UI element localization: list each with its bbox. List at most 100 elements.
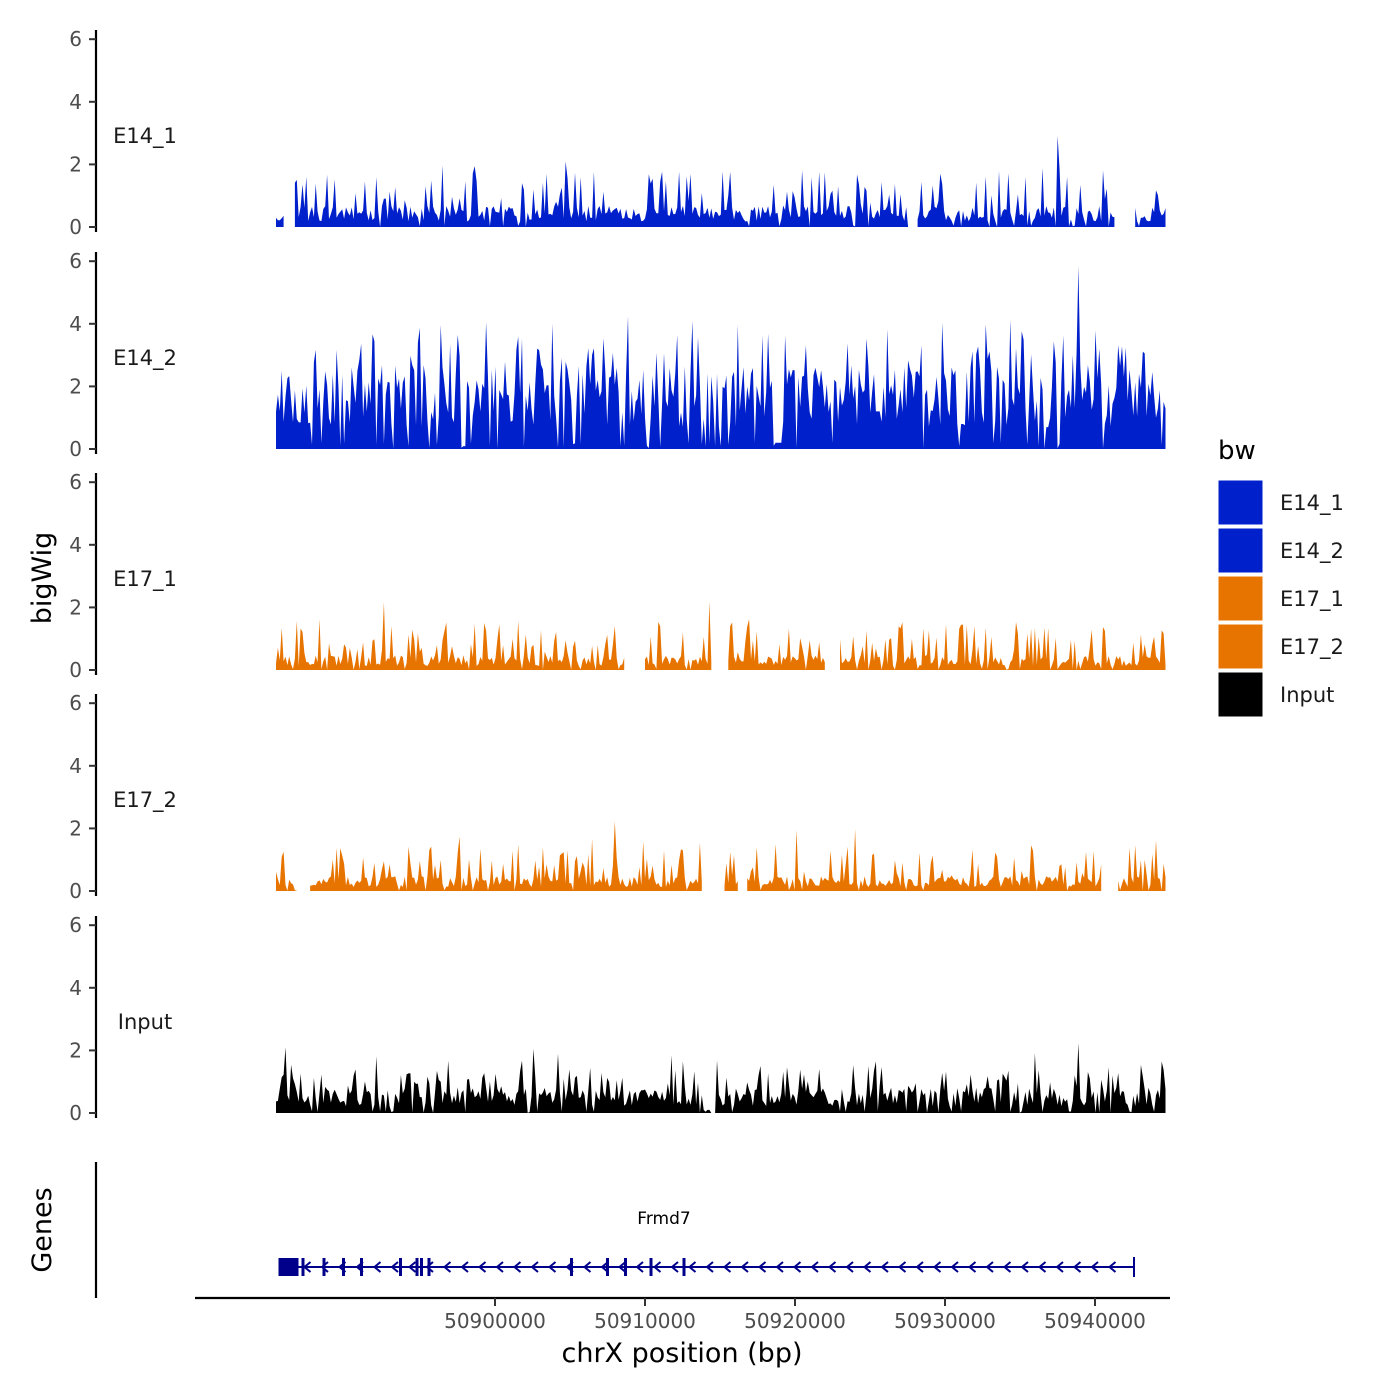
strand-arrow (1002, 1261, 1012, 1273)
signal-area-E17_2 (276, 821, 1166, 891)
strand-arrow (320, 1261, 329, 1273)
legend-swatch-E14_2 (1217, 527, 1264, 574)
y-tick-label: 4 (69, 312, 82, 336)
x-tick-label: 50900000 (444, 1309, 546, 1333)
y-tick-label: 6 (69, 249, 82, 273)
signal-area-Input (276, 1043, 1166, 1113)
y-tick-label: 0 (69, 437, 82, 461)
track-E17_1: 0 2 4 6 E17_1 (69, 470, 1166, 682)
y-tick-label: 4 (69, 976, 82, 1000)
track-label: E17_1 (113, 567, 177, 592)
gene-exon (606, 1258, 609, 1276)
strand-arrow (950, 1261, 959, 1273)
gene-exon (342, 1258, 345, 1276)
y-tick-label: 0 (69, 1101, 82, 1125)
strand-arrow (915, 1261, 924, 1273)
strand-arrow (810, 1261, 819, 1273)
strand-arrow (740, 1261, 749, 1273)
y-tick-label: 2 (69, 816, 82, 840)
track-label: E14_2 (113, 346, 177, 371)
y-tick-label: 2 (69, 595, 82, 619)
strand-arrow (1090, 1261, 1099, 1273)
gene-exon (570, 1258, 573, 1276)
strand-arrow (390, 1261, 399, 1273)
strand-arrow (355, 1261, 364, 1273)
x-axis: 50900000 50910000 50920000 50930000 50940000… (195, 1296, 1170, 1369)
track-E14_2: 0 2 4 6 E14_2 (69, 249, 1166, 461)
strand-arrow (530, 1261, 539, 1273)
strand-arrow (967, 1261, 977, 1273)
strand-arrow (495, 1261, 504, 1273)
strand-arrow (582, 1261, 592, 1273)
legend-label-E17_2: E17_2 (1280, 635, 1344, 660)
gene-exon (420, 1258, 423, 1276)
track-label: E17_2 (113, 788, 177, 813)
legend-label-E17_1: E17_1 (1280, 587, 1344, 612)
strand-arrow (670, 1261, 679, 1273)
strand-arrow (880, 1261, 889, 1273)
strand-arrow (460, 1261, 469, 1273)
y-tick-label: 4 (69, 754, 82, 778)
strand-arrow (337, 1261, 347, 1273)
legend: bw E14_1 E14_2 E17_1 E17_2 Input (1217, 436, 1344, 718)
strand-arrow (1037, 1261, 1047, 1273)
gene-exon (399, 1258, 402, 1276)
y-tick-label: 4 (69, 533, 82, 557)
track-Input: 0 2 4 6 Input (69, 913, 1166, 1125)
strand-arrow (547, 1261, 557, 1273)
gene-exon (624, 1258, 627, 1276)
x-tick-label: 50920000 (744, 1309, 846, 1333)
strand-arrow (617, 1261, 627, 1273)
strand-arrow (512, 1261, 522, 1273)
y-tick-label: 6 (69, 27, 82, 51)
gene-panel-title: Genes (27, 1187, 58, 1272)
y-tick-label: 0 (69, 215, 82, 239)
gene-exon (682, 1258, 686, 1276)
gene-exon (427, 1258, 431, 1276)
signal-area-E14_1 (276, 135, 1166, 227)
legend-swatch-Input (1217, 671, 1264, 718)
strand-arrow (565, 1261, 574, 1273)
x-tick-label: 50930000 (894, 1309, 996, 1333)
strand-arrow (775, 1261, 784, 1273)
strand-arrow (477, 1261, 487, 1273)
gene-exon (322, 1258, 326, 1276)
gene-exon (415, 1258, 419, 1276)
strand-arrow (932, 1261, 942, 1273)
signal-area-E14_2 (276, 266, 1166, 449)
y-tick-label: 4 (69, 90, 82, 114)
track-E17_2: 0 2 4 6 E17_2 (69, 691, 1166, 903)
strand-arrow (372, 1261, 382, 1273)
gene-exon (280, 1258, 284, 1276)
y-tick-label: 6 (69, 913, 82, 937)
x-axis-title: chrX position (bp) (561, 1338, 802, 1369)
y-tick-label: 0 (69, 879, 82, 903)
strand-arrow (705, 1261, 714, 1273)
strand-arrow (407, 1261, 417, 1273)
strand-arrow (302, 1261, 312, 1273)
strand-arrow (722, 1261, 732, 1273)
gene-exon (360, 1258, 363, 1276)
y-tick-label: 6 (69, 691, 82, 715)
y-tick-label: 2 (69, 374, 82, 398)
x-ticks: 50900000 50910000 50920000 50930000 50940000 (444, 1298, 1146, 1333)
strand-arrow (687, 1261, 697, 1273)
legend-label-E14_2: E14_2 (1280, 539, 1344, 564)
legend-items: E14_1 E14_2 E17_1 E17_2 Input (1217, 479, 1344, 718)
bigwig-tracks: 0 2 4 6 E14_1 0 2 4 6 E14_2 0 2 4 6 E17_1 0 2 4 6 E17_2 0 2 4 6… (69, 27, 1166, 1125)
gene-exon (649, 1258, 653, 1276)
strand-arrow (1020, 1261, 1029, 1273)
strand-arrow (862, 1261, 872, 1273)
legend-label-Input: Input (1280, 683, 1334, 707)
track-E14_1: 0 2 4 6 E14_1 (69, 27, 1166, 239)
strand-arrow (635, 1261, 644, 1273)
gene-label: Frmd7 (637, 1209, 690, 1229)
gene-model (278, 1257, 1135, 1277)
strand-arrow (1055, 1261, 1064, 1273)
strand-arrow (652, 1261, 662, 1273)
x-tick-label: 50910000 (594, 1309, 696, 1333)
strand-arrow (1107, 1261, 1117, 1273)
strand-arrow (985, 1261, 994, 1273)
x-tick-label: 50940000 (1044, 1309, 1146, 1333)
